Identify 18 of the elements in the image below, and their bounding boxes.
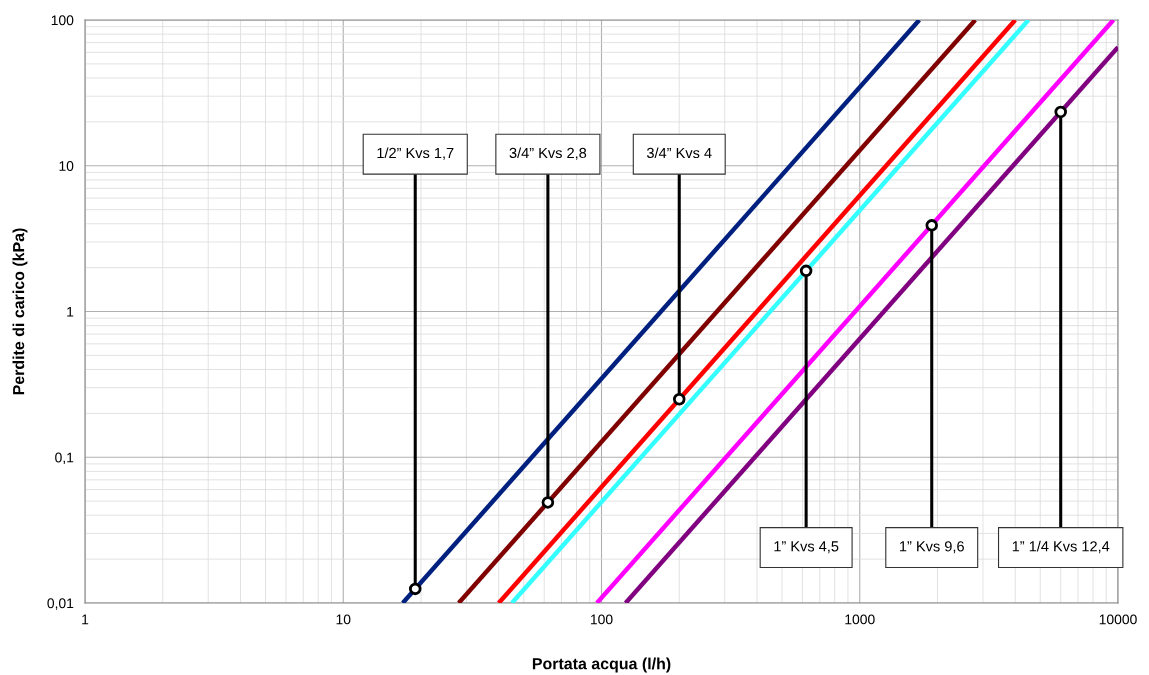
x-tick-label: 10000 (1099, 614, 1137, 625)
x-tick-label: 100 (590, 614, 613, 625)
annotation: 3/4” Kvs 4 (646, 147, 712, 159)
x-tick-label: 1 (82, 614, 89, 625)
annotation: 1” Kvs 9,6 (900, 541, 964, 554)
annotation: 3/4” Kvs 2,8 (509, 147, 587, 160)
y-tick-label: 10 (59, 161, 74, 171)
annotation: 1” Kvs 4,5 (774, 541, 839, 554)
x-axis-title: Portata acqua (l/h) (532, 657, 671, 673)
y-tick-label: 1 (67, 306, 74, 317)
annotation: 1” 1/4 Kvs 12,4 (1012, 540, 1110, 554)
x-tick-label: 10 (336, 614, 351, 625)
annotation: 1/2” Kvs 1,7 (377, 147, 454, 160)
y-axis-title: Perdite di carico (kPa) (12, 228, 28, 395)
x-tick-label: 1000 (845, 614, 875, 625)
y-tick-label: 0,1 (55, 452, 74, 465)
y-tick-label: 100 (51, 15, 74, 26)
y-tick-label: 0,01 (47, 598, 74, 610)
